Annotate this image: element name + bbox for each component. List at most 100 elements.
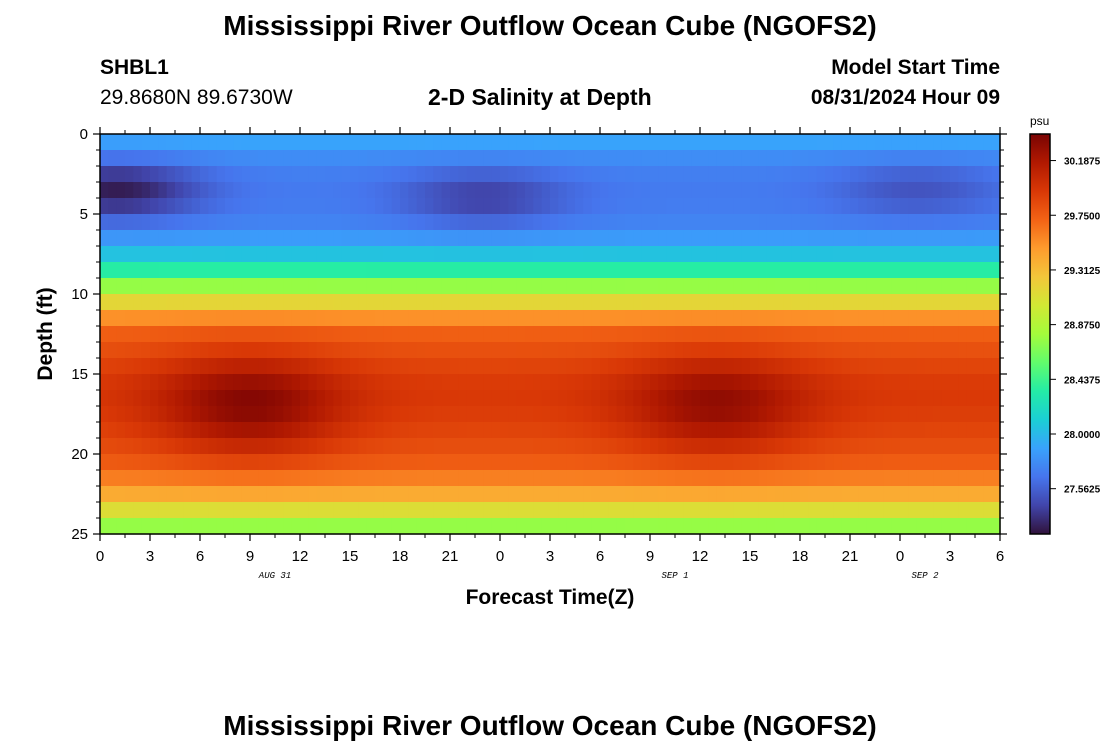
heatmap-cell xyxy=(116,342,126,359)
heatmap-cell xyxy=(325,502,334,519)
heatmap-cell xyxy=(766,342,776,359)
heatmap-cell xyxy=(208,374,218,391)
heatmap-cell xyxy=(791,470,801,487)
heatmap-cell xyxy=(350,198,359,215)
heatmap-cell xyxy=(850,518,859,535)
heatmap-cell xyxy=(516,406,526,423)
heatmap-cell xyxy=(650,246,659,263)
heatmap-cell xyxy=(883,134,893,151)
heatmap-cell xyxy=(241,374,251,391)
heatmap-cell xyxy=(441,134,451,151)
heatmap-cell xyxy=(450,422,459,439)
heatmap-cell xyxy=(991,294,1001,311)
heatmap-cell xyxy=(875,310,884,327)
heatmap-cell xyxy=(808,294,818,311)
heatmap-cell xyxy=(133,246,143,263)
colorbar-label: 28.4375 xyxy=(1064,375,1100,386)
x-tick-label: 6 xyxy=(596,548,604,565)
heatmap-cell xyxy=(516,278,526,295)
heatmap-cell xyxy=(383,358,393,375)
heatmap-cell xyxy=(575,438,584,455)
heatmap-cell xyxy=(333,358,343,375)
heatmap-cell xyxy=(416,310,426,327)
heatmap-cell xyxy=(300,214,309,231)
heatmap-cell xyxy=(633,422,643,439)
heatmap-cell xyxy=(258,294,268,311)
heatmap-cell xyxy=(458,230,468,247)
heatmap-cell xyxy=(700,198,709,215)
heatmap-cell xyxy=(850,438,859,455)
heatmap-cell xyxy=(591,294,601,311)
heatmap-cell xyxy=(983,134,993,151)
heatmap-cell xyxy=(500,166,509,183)
heatmap-cell xyxy=(775,406,784,423)
heatmap-cell xyxy=(750,294,759,311)
heatmap-cell xyxy=(266,182,276,199)
heatmap-cell xyxy=(308,454,318,471)
heatmap-cell xyxy=(500,406,509,423)
heatmap-cell xyxy=(783,502,793,519)
heatmap-cell xyxy=(208,406,218,423)
heatmap-cell xyxy=(291,246,301,263)
heatmap-cell xyxy=(741,278,751,295)
heatmap-cell xyxy=(625,326,634,343)
heatmap-cell xyxy=(608,246,618,263)
heatmap-cell xyxy=(475,182,484,199)
heatmap-cell xyxy=(316,486,326,503)
heatmap-cell xyxy=(258,390,268,407)
heatmap-cell xyxy=(466,454,476,471)
heatmap-cell xyxy=(575,406,584,423)
heatmap-cell xyxy=(425,454,434,471)
heatmap-cell xyxy=(741,262,751,279)
heatmap-cell xyxy=(600,262,609,279)
heatmap-cell xyxy=(466,230,476,247)
heatmap-cell xyxy=(333,294,343,311)
heatmap-cell xyxy=(283,486,293,503)
heatmap-cell xyxy=(341,358,351,375)
heatmap-cell xyxy=(233,422,243,439)
heatmap-cell xyxy=(508,374,518,391)
heatmap-cell xyxy=(283,150,293,167)
heatmap-cell xyxy=(991,470,1001,487)
heatmap-cell xyxy=(533,486,543,503)
heatmap-cell xyxy=(250,278,259,295)
station-coordinates: 29.8680N 89.6730W xyxy=(100,86,293,109)
heatmap-cell xyxy=(150,326,159,343)
heatmap-cell xyxy=(308,374,318,391)
heatmap-cell xyxy=(125,134,134,151)
heatmap-cell xyxy=(608,374,618,391)
heatmap-cell xyxy=(516,518,526,535)
heatmap-cell xyxy=(966,230,976,247)
heatmap-cell xyxy=(775,150,784,167)
heatmap-cell xyxy=(150,214,159,231)
heatmap-cell xyxy=(908,342,918,359)
heatmap-cell xyxy=(916,470,926,487)
heatmap-cell xyxy=(950,486,959,503)
heatmap-cell xyxy=(741,374,751,391)
heatmap-cell xyxy=(883,406,893,423)
heatmap-cell xyxy=(916,246,926,263)
heatmap-cell xyxy=(116,326,126,343)
heatmap-cell xyxy=(566,502,576,519)
heatmap-cell xyxy=(533,454,543,471)
heatmap-cell xyxy=(916,214,926,231)
heatmap-cell xyxy=(833,166,843,183)
heatmap-cell xyxy=(800,278,809,295)
heatmap-cell xyxy=(416,422,426,439)
heatmap-cell xyxy=(750,518,759,535)
heatmap-cell xyxy=(450,374,459,391)
heatmap-cell xyxy=(583,406,593,423)
colorbar-label: 29.3125 xyxy=(1064,266,1100,277)
heatmap-cell xyxy=(908,422,918,439)
heatmap-cell xyxy=(391,502,401,519)
heatmap-cell xyxy=(700,486,709,503)
heatmap-cell xyxy=(941,518,951,535)
heatmap-cell xyxy=(200,294,209,311)
heatmap-cell xyxy=(858,246,868,263)
heatmap-cell xyxy=(316,134,326,151)
heatmap-cell xyxy=(975,502,984,519)
heatmap-cell xyxy=(183,150,193,167)
heatmap-cell xyxy=(583,134,593,151)
heatmap-cell xyxy=(916,374,926,391)
heatmap-cell xyxy=(450,502,459,519)
